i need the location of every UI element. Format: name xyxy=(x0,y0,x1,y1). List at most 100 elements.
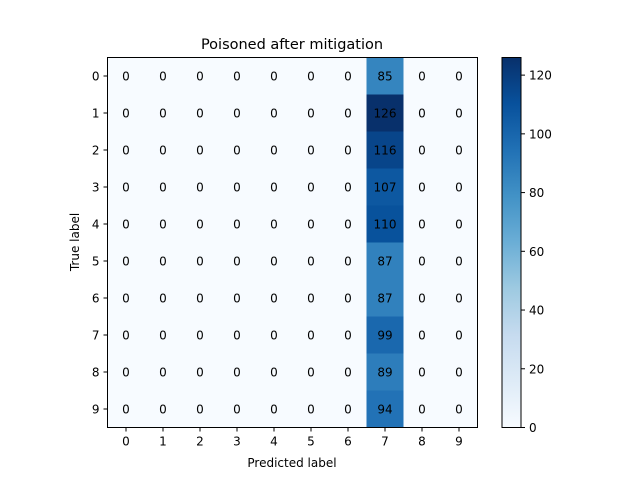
heatmap-cell xyxy=(144,316,182,354)
cell-value-label: 0 xyxy=(307,255,315,269)
heatmap-cell xyxy=(107,242,145,280)
y-tick-label: 0 xyxy=(92,70,100,84)
y-tick-label: 6 xyxy=(92,292,100,306)
cell-value-label: 0 xyxy=(270,329,278,343)
heatmap-cell xyxy=(107,353,145,391)
cell-value-label: 0 xyxy=(233,366,241,380)
cell-value-label: 0 xyxy=(307,181,315,195)
cell-value-label: 0 xyxy=(455,292,463,306)
heatmap-cell xyxy=(255,168,293,206)
cell-value-label: 0 xyxy=(455,366,463,380)
heatmap-cell xyxy=(440,94,478,132)
cell-value-label: 0 xyxy=(344,403,352,417)
heatmap-cell xyxy=(292,168,330,206)
heatmap-cell xyxy=(292,57,330,95)
heatmap-cell xyxy=(440,279,478,317)
heatmap-cell xyxy=(329,57,367,95)
cell-value-label: 87 xyxy=(377,292,392,306)
heatmap-cell xyxy=(107,279,145,317)
heatmap-cell xyxy=(440,353,478,391)
heatmap-cell xyxy=(329,390,367,428)
heatmap-cell xyxy=(255,205,293,243)
heatmap-cell xyxy=(181,94,219,132)
cell-value-label: 0 xyxy=(344,144,352,158)
cell-value-label: 0 xyxy=(233,329,241,343)
heatmap-cell xyxy=(329,353,367,391)
heatmap-cell xyxy=(181,168,219,206)
cell-value-label: 0 xyxy=(418,329,426,343)
heatmap-cell xyxy=(107,131,145,169)
cell-value-label: 0 xyxy=(270,107,278,121)
cell-value-label: 0 xyxy=(159,107,167,121)
heatmap-cell xyxy=(107,390,145,428)
heatmap-cell xyxy=(329,242,367,280)
cell-value-label: 0 xyxy=(344,366,352,380)
heatmap-cell xyxy=(255,316,293,354)
cell-value-label: 0 xyxy=(159,144,167,158)
cell-value-label: 0 xyxy=(418,107,426,121)
cell-value-label: 99 xyxy=(377,329,392,343)
cell-value-label: 0 xyxy=(159,403,167,417)
cell-value-label: 0 xyxy=(196,181,204,195)
x-axis-ticks: 0 1 2 3 4 5 6 7 8 9 xyxy=(122,427,463,449)
heatmap-cell xyxy=(218,168,256,206)
cell-value-label: 0 xyxy=(159,292,167,306)
cell-value-label: 0 xyxy=(307,107,315,121)
cell-value-label: 0 xyxy=(122,181,130,195)
cell-value-label: 0 xyxy=(418,403,426,417)
cell-value-label: 0 xyxy=(196,144,204,158)
cell-value-label: 0 xyxy=(196,70,204,84)
colorbar-tick-label: 60 xyxy=(529,245,544,259)
heatmap-cell xyxy=(440,131,478,169)
heatmap-cell xyxy=(366,131,404,169)
cell-value-label: 0 xyxy=(233,70,241,84)
cell-value-label: 0 xyxy=(307,292,315,306)
y-tick-label: 2 xyxy=(92,144,100,158)
heatmap-cell xyxy=(181,205,219,243)
heatmap-cell xyxy=(403,168,441,206)
cell-value-label: 0 xyxy=(233,292,241,306)
heatmap-cell xyxy=(366,242,404,280)
x-axis-label: Predicted label xyxy=(247,456,336,470)
cell-value-label: 0 xyxy=(344,218,352,232)
cell-value-label: 0 xyxy=(233,181,241,195)
heatmap-cell xyxy=(218,57,256,95)
cell-value-label: 0 xyxy=(233,255,241,269)
cell-value-label: 0 xyxy=(344,107,352,121)
heatmap-cell xyxy=(329,168,367,206)
plot-frame xyxy=(107,57,478,428)
y-tick-label: 7 xyxy=(92,329,100,343)
heatmap-cell xyxy=(366,390,404,428)
cell-value-label: 0 xyxy=(233,144,241,158)
heatmap-cell xyxy=(292,279,330,317)
cell-value-label: 0 xyxy=(455,70,463,84)
cell-value-label: 0 xyxy=(270,181,278,195)
heatmap-cell xyxy=(144,57,182,95)
cell-value-label: 0 xyxy=(159,181,167,195)
cell-value-label: 0 xyxy=(122,144,130,158)
heatmap-cell xyxy=(366,94,404,132)
cell-value-label: 0 xyxy=(270,255,278,269)
heatmap-cell xyxy=(329,316,367,354)
heatmap-cell xyxy=(440,205,478,243)
heatmap-cell xyxy=(403,205,441,243)
heatmap-cell xyxy=(403,94,441,132)
colorbar-ticks: 0 20 40 60 80 100 120 xyxy=(521,69,552,435)
x-tick-label: 7 xyxy=(381,435,389,449)
cell-value-label: 0 xyxy=(122,403,130,417)
heatmap-cell xyxy=(329,279,367,317)
cell-value-label: 0 xyxy=(196,255,204,269)
heatmap-cell xyxy=(107,316,145,354)
x-tick-label: 1 xyxy=(159,435,167,449)
cell-value-label: 0 xyxy=(270,366,278,380)
heatmap-cell xyxy=(292,94,330,132)
heatmap-cell xyxy=(144,131,182,169)
cell-value-label: 0 xyxy=(196,366,204,380)
heatmap-cell xyxy=(107,57,145,95)
heatmap-cell xyxy=(403,242,441,280)
colorbar-tick-label: 20 xyxy=(529,362,544,376)
cell-value-label: 0 xyxy=(270,144,278,158)
heatmap-cell xyxy=(255,57,293,95)
heatmap-cell xyxy=(255,279,293,317)
cell-value-label: 0 xyxy=(307,329,315,343)
